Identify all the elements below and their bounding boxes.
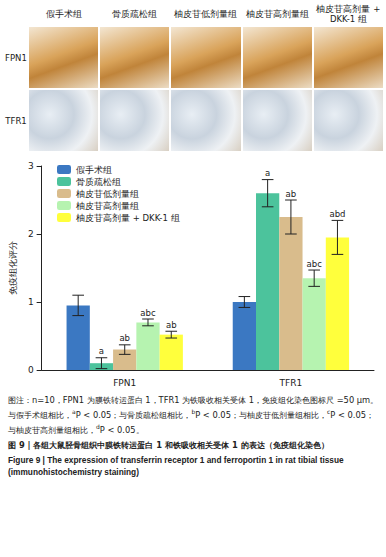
html-text:图 9 | 各组大鼠胫骨组织中膜铁转运蛋白 1 和铁吸收相关: 图 9 | 各组大鼠胫骨组织中膜铁转运蛋白 1 和铁吸收相关受体 1 的表达（免… xyxy=(8,439,329,450)
html-text:柚皮苷高剂量 + DKK-1 组: 柚皮苷高剂量 + DKK-1 组 xyxy=(316,4,381,24)
svg-text:abc: abc xyxy=(140,308,156,318)
svg-text:1: 1 xyxy=(28,297,34,307)
html-text:Figure 9 | The expression of t: Figure 9 | The expression of transferrin… xyxy=(8,454,344,477)
svg-text:骨质疏松组: 骨质疏松组 xyxy=(76,177,121,187)
html-text:柚皮苷低剂量组: 柚皮苷低剂量组 xyxy=(174,9,238,19)
svg-text:柚皮苷高剂量 + DKK-1 组: 柚皮苷高剂量 + DKK-1 组 xyxy=(76,213,180,223)
svg-text:abc: abc xyxy=(307,259,323,269)
html-text:FPN1: FPN1 xyxy=(5,52,27,63)
svg-text:a: a xyxy=(265,168,270,178)
svg-text:abd: abd xyxy=(329,209,345,219)
svg-text:柚皮苷高剂量组: 柚皮苷高剂量组 xyxy=(76,201,139,211)
html-text:柚皮苷高剂量组: 柚皮苷高剂量组 xyxy=(245,9,309,19)
html-text:图注：n=10，FPN1 为膜铁转运蛋白 1，TFR1 为铁: 图注：n=10，FPN1 为膜铁转运蛋白 1，TFR1 为铁吸收相关受体 1，免… xyxy=(8,395,379,435)
svg-text:假手术组: 假手术组 xyxy=(76,165,112,175)
svg-text:3: 3 xyxy=(28,161,34,171)
svg-text:2: 2 xyxy=(28,229,34,239)
svg-text:ab: ab xyxy=(286,189,297,199)
svg-text:免疫组化评分: 免疫组化评分 xyxy=(8,241,18,295)
svg-text:0: 0 xyxy=(28,365,34,375)
svg-text:a: a xyxy=(99,346,104,356)
svg-text:柚皮苷低剂量组: 柚皮苷低剂量组 xyxy=(76,189,139,199)
svg-text:TFR1: TFR1 xyxy=(279,378,303,388)
svg-text:FPN1: FPN1 xyxy=(113,378,136,388)
html-text:TFR1: TFR1 xyxy=(5,115,27,126)
svg-text:ab: ab xyxy=(166,320,177,330)
html-text:骨质疏松组: 骨质疏松组 xyxy=(112,9,158,19)
html-text:假手术组: 假手术组 xyxy=(45,9,82,19)
svg-text:ab: ab xyxy=(119,333,130,343)
